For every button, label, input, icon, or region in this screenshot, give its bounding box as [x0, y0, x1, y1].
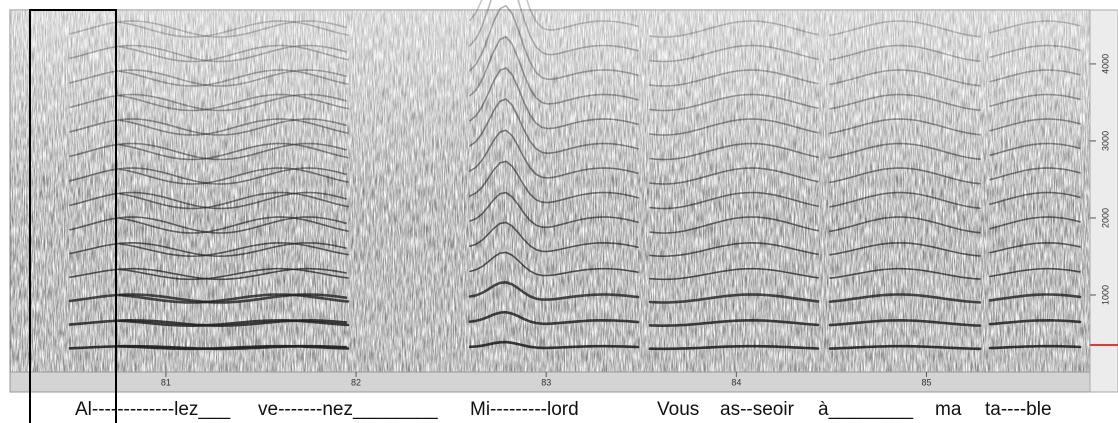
x-tick-label: 81	[161, 377, 171, 387]
harmonic-trace	[469, 160, 639, 204]
harmonic-trace	[829, 142, 981, 160]
harmonic-trace	[829, 191, 981, 209]
x-tick-label: 83	[541, 377, 551, 387]
harmonic-trace	[469, 98, 639, 155]
harmonic-trace	[119, 191, 349, 210]
harmonic-trace	[988, 293, 1082, 302]
harmonic-trace	[989, 44, 1081, 58]
lyric: ma	[935, 399, 962, 420]
harmonic-trace	[649, 93, 819, 112]
harmonic-trace	[989, 93, 1081, 107]
harmonic-trace	[119, 242, 349, 258]
harmonic-trace	[119, 167, 349, 185]
harmonic-trace	[468, 310, 640, 326]
harmonic-trace	[469, 0, 639, 56]
harmonic-trace	[469, 129, 639, 179]
harmonic-trace	[469, 191, 639, 229]
harmonic-trace	[828, 318, 982, 327]
harmonic-trace	[828, 293, 982, 304]
harmonic-trace	[989, 20, 1081, 34]
harmonic-trace	[648, 318, 820, 328]
harmonic-trace	[469, 67, 639, 130]
harmonic-trace	[119, 216, 349, 234]
harmonic-trace	[989, 216, 1081, 230]
harmonic-trace	[119, 142, 349, 161]
harmonic-trace	[829, 93, 981, 111]
harmonic-trace	[649, 20, 819, 38]
x-tick-label: 84	[731, 377, 741, 387]
y-tick-label: 4000	[1100, 54, 1110, 74]
harmonic-trace	[989, 118, 1081, 132]
harmonic-trace	[989, 267, 1081, 278]
harmonic-trace	[829, 20, 981, 38]
harmonic-trace	[118, 318, 350, 328]
harmonic-trace	[649, 142, 819, 161]
spectrogram-fade	[10, 10, 1090, 210]
selection-box	[29, 9, 117, 423]
harmonic-trace	[469, 0, 639, 31]
lyric: ve-------nez________	[258, 399, 438, 420]
harmonic-trace	[119, 93, 349, 112]
harmonic-trace	[119, 267, 349, 281]
harmonic-trace	[468, 280, 640, 301]
harmonic-trace	[648, 293, 820, 304]
harmonic-trace	[469, 4, 639, 81]
harmonic-trace	[649, 216, 819, 234]
harmonic-trace	[828, 344, 982, 351]
harmonic-trace	[829, 267, 981, 280]
lyric: ta----ble	[985, 399, 1052, 420]
y-tick-label: 2000	[1100, 208, 1110, 228]
harmonic-trace	[989, 142, 1081, 156]
harmonic-trace	[649, 44, 819, 63]
lyric: Mi---------lord	[470, 399, 579, 420]
harmonic-trace	[119, 20, 349, 38]
harmonic-trace	[829, 69, 981, 87]
harmonic-trace	[829, 44, 981, 62]
harmonic-trace	[119, 69, 349, 87]
harmonic-trace	[119, 44, 349, 63]
harmonic-trace	[118, 344, 350, 351]
harmonic-trace	[648, 344, 820, 351]
harmonic-trace	[469, 221, 639, 253]
harmonic-trace	[649, 241, 819, 258]
lyric: as--seoir	[720, 399, 795, 420]
harmonic-trace	[649, 167, 819, 185]
harmonic-trace	[829, 216, 981, 234]
harmonic-trace	[469, 251, 639, 277]
y-tick-label: 1000	[1100, 285, 1110, 305]
harmonic-trace	[119, 118, 349, 136]
harmonic-trace	[988, 318, 1082, 326]
harmonic-trace	[118, 293, 350, 304]
harmonic-trace	[829, 167, 981, 185]
harmonic-trace	[649, 69, 819, 87]
harmonic-trace	[468, 340, 640, 350]
x-tick-label: 85	[921, 377, 931, 387]
harmonic-trace	[988, 344, 1082, 350]
lyric: Vous	[657, 399, 699, 420]
harmonic-trace	[989, 167, 1081, 181]
harmonic-trace	[989, 242, 1081, 254]
x-tick-label: 82	[351, 377, 361, 387]
harmonic-trace	[989, 69, 1081, 83]
lyric: Al-------------lez___	[75, 399, 231, 420]
harmonic-trace	[829, 118, 981, 136]
harmonic-trace	[469, 35, 639, 105]
harmonic-trace	[649, 267, 819, 281]
harmonic-trace	[829, 242, 981, 257]
y-tick-label: 3000	[1100, 131, 1110, 151]
harmonic-trace	[649, 191, 819, 210]
harmonic-trace	[989, 191, 1081, 205]
lyric: à________	[818, 399, 914, 420]
freq-axis-strip	[1089, 9, 1118, 393]
harmonic-trace	[649, 118, 819, 136]
